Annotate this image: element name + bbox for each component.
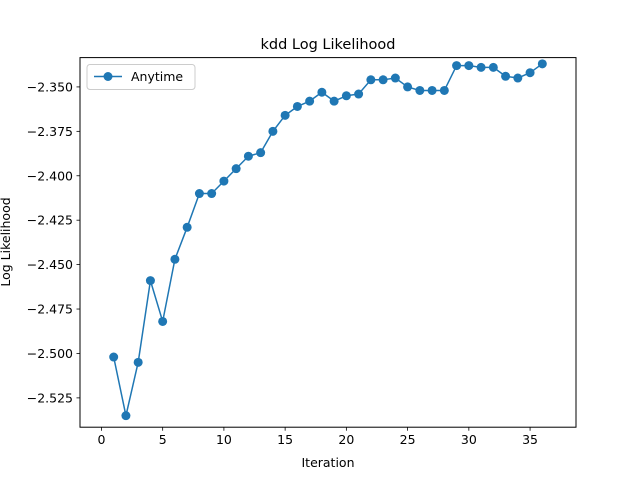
data-point [427,85,437,95]
data-point [182,222,192,232]
data-point [488,62,498,72]
y-tick-label: −2.350 [27,79,73,94]
x-tick-label: 15 [277,432,293,447]
y-tick-label: −2.400 [27,168,73,183]
data-point [390,73,400,83]
data-point [341,91,351,101]
x-tick-label: 35 [522,432,538,447]
y-tick-label: −2.425 [27,213,73,228]
x-tick-label: 25 [400,432,416,447]
data-point [109,352,119,362]
data-point [268,126,278,136]
data-point [378,75,388,85]
data-point [194,189,204,199]
data-point [280,110,290,120]
x-tick-label: 10 [216,432,232,447]
data-point [354,89,364,99]
data-point [464,61,474,71]
data-point [513,73,523,83]
data-point [366,75,376,85]
data-point [231,164,241,174]
x-axis: 0 5 10 15 20 25 30 35 [97,427,538,447]
data-point [243,151,253,161]
legend: Anytime [86,64,196,90]
y-tick-label: −2.500 [27,346,73,361]
data-point [403,82,413,92]
legend-box [86,64,196,90]
data-point [452,61,462,71]
y-axis-label: Log Likelihood [0,197,13,286]
data-point [537,59,547,69]
data-point [317,87,327,97]
axes-frame [79,57,577,428]
data-point [525,68,535,78]
data-point [329,96,339,106]
y-tick-label: −2.525 [27,390,73,405]
x-axis-label: Iteration [301,455,354,470]
data-point [439,85,449,95]
data-point [501,71,511,81]
data-point [121,411,131,421]
data-point [133,357,143,367]
x-tick-label: 20 [338,432,354,447]
x-tick-label: 30 [461,432,477,447]
legend-marker [103,72,113,81]
y-tick-label: −2.375 [27,124,73,139]
data-point [219,176,229,186]
x-tick-label: 0 [97,432,105,447]
x-tick-label: 5 [159,432,167,447]
y-axis: −2.350 −2.375 −2.400 −2.425 −2.450 −2.475 −2.5… [27,79,80,405]
data-point [145,276,155,286]
data-point [207,189,217,199]
data-point [158,316,168,326]
data-point [292,101,302,111]
chart-title: kdd Log Likelihood [260,37,395,53]
y-tick-label: −2.475 [27,302,73,317]
data-point [305,96,315,106]
data-point [170,254,180,264]
plot-area [109,59,547,421]
data-point [256,148,266,158]
legend-label: Anytime [131,69,183,84]
data-point [476,62,486,72]
y-tick-label: −2.450 [27,257,73,272]
data-point [415,85,425,95]
